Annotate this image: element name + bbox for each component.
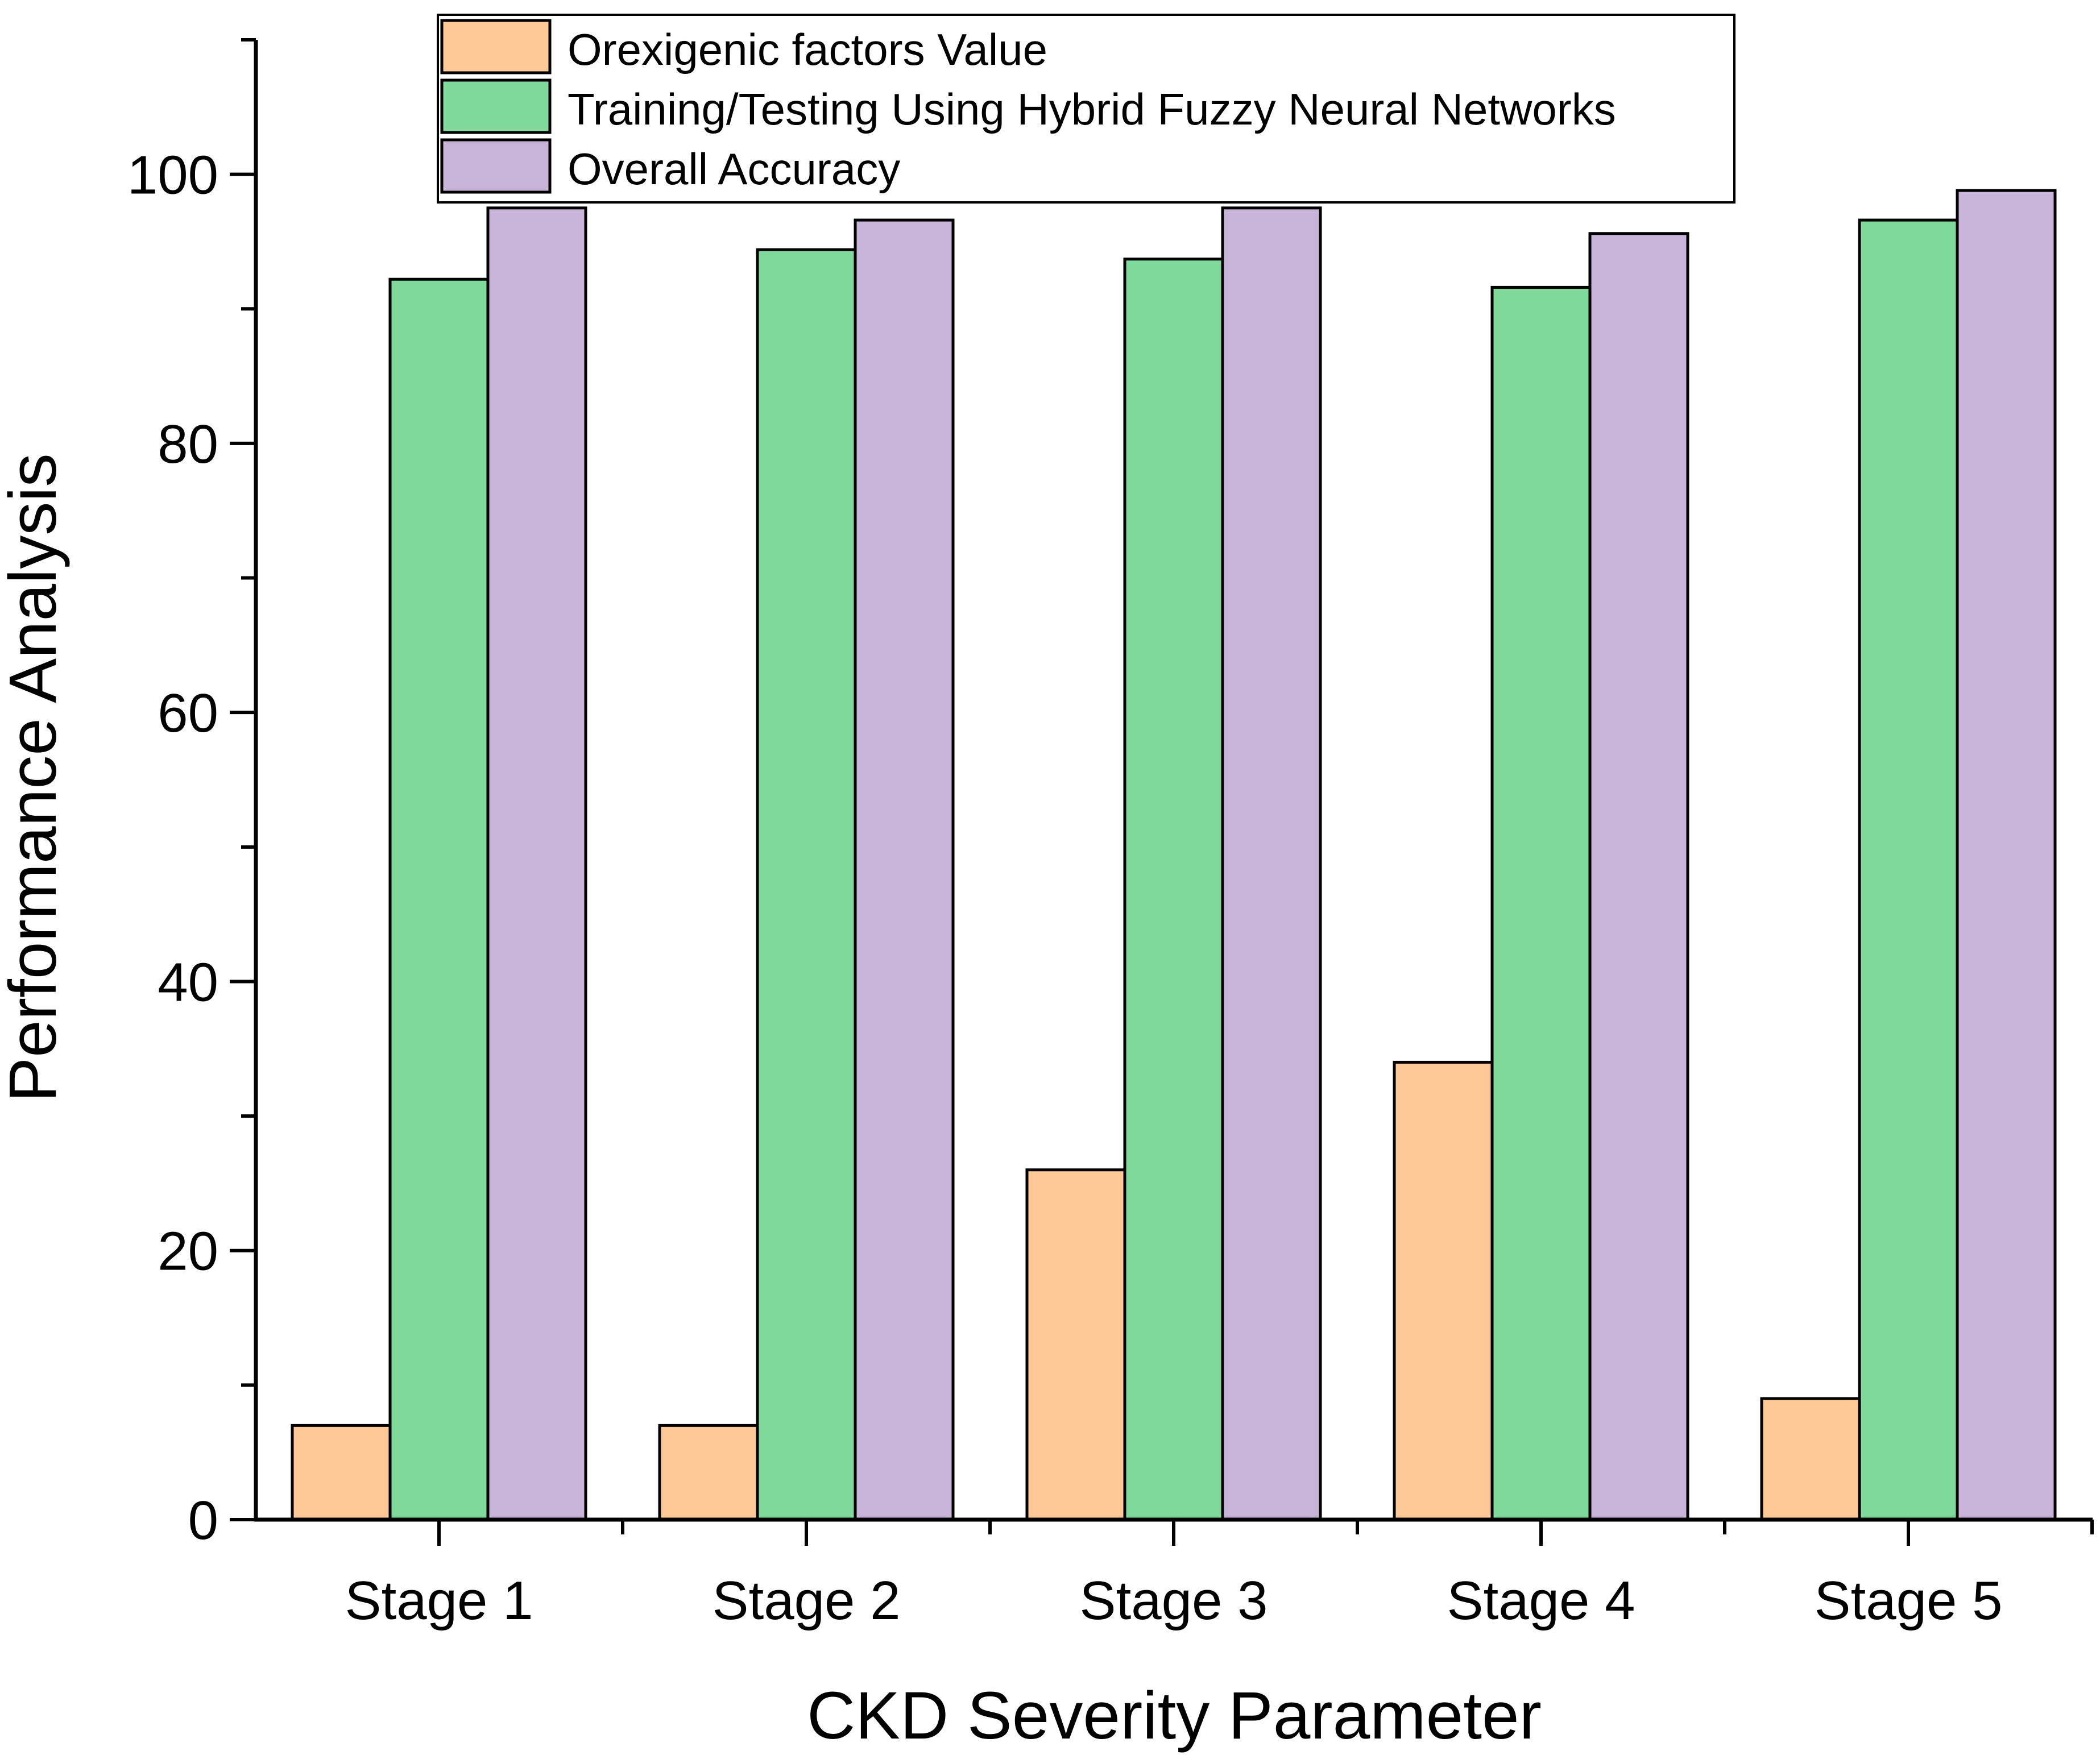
bars-group: [291, 189, 2057, 1521]
y-tick-label: 0: [188, 1490, 218, 1551]
legend-entry-label: Overall Accuracy: [568, 144, 900, 194]
bar: [388, 277, 490, 1521]
legend-entry-label: Training/Testing Using Hybrid Fuzzy Neur…: [568, 84, 1616, 134]
bar: [1123, 258, 1224, 1521]
bar: [486, 206, 587, 1521]
legend: Orexigenic factors Value Training/Testing…: [437, 14, 1735, 204]
y-tick-label: 60: [158, 683, 218, 744]
x-ticks-group: Stage 1 Stage 2 Stage 3 Stage 4 Stage 5: [345, 1520, 2094, 1631]
legend-box: [437, 14, 1735, 204]
bar: [756, 248, 857, 1521]
legend-entry-label: Orexigenic factors Value: [568, 24, 1047, 74]
bar: [854, 218, 955, 1521]
bar: [1956, 189, 2057, 1521]
x-tick-label: Stage 1: [345, 1570, 533, 1631]
bar: [1588, 232, 1689, 1521]
x-tick-label: Stage 3: [1080, 1570, 1268, 1631]
bar: [1490, 285, 1592, 1521]
bar: [291, 1424, 392, 1521]
y-tick-label: 20: [158, 1221, 218, 1282]
y-axis-label: Performance Analysis: [0, 453, 71, 1102]
x-tick-label: Stage 2: [713, 1570, 901, 1631]
bar: [1760, 1397, 1861, 1521]
x-axis-label: CKD Severity Parameter: [807, 1678, 1542, 1753]
bar: [1393, 1060, 1494, 1521]
bar: [1221, 206, 1322, 1521]
y-ticks-group: 0 20 40 60 80 100: [127, 38, 256, 1551]
y-tick-label: 80: [158, 414, 218, 475]
legend-swatch: [440, 19, 552, 74]
y-tick-label: 100: [127, 145, 218, 206]
legend-swatch: [440, 138, 552, 194]
bar: [1025, 1168, 1126, 1521]
x-tick-label: Stage 4: [1447, 1570, 1635, 1631]
legend-swatch: [440, 78, 552, 134]
bar: [658, 1424, 759, 1521]
x-tick-label: Stage 5: [1815, 1570, 2003, 1631]
bar: [1858, 218, 1959, 1521]
y-tick-label: 40: [158, 952, 218, 1013]
